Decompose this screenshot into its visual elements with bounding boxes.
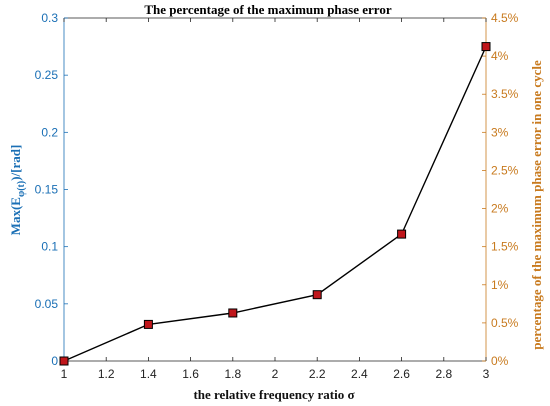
data-point-marker xyxy=(59,356,69,366)
data-point-marker xyxy=(397,229,407,239)
y-right-axis-label: percentage of the maximum phase error in… xyxy=(529,60,544,350)
plot-area: 1 1.2 1.4 1.6 1.8 2 2.2 2.4 2.6 2.8 3 0 0.05 0.1 0.15 0… xyxy=(35,11,519,381)
data-point-marker xyxy=(143,319,153,329)
y-right-tick-label: 0.5% xyxy=(491,316,519,330)
y-right-tick-label: 3.5% xyxy=(491,87,519,101)
x-tick-label: 2.4 xyxy=(351,367,368,381)
y-left-label-text: Max(E xyxy=(8,197,23,235)
x-axis-label: the relative frequency ratio σ xyxy=(193,387,354,402)
chart-title: The percentage of the maximum phase erro… xyxy=(144,2,391,17)
y-left-tick-label: 0.25 xyxy=(35,68,59,82)
y-right-tick-label: 1.5% xyxy=(491,240,519,254)
x-tick-label: 1.2 xyxy=(98,367,115,381)
data-point-marker xyxy=(228,308,238,318)
data-point-marker xyxy=(312,290,322,300)
y-right-tick-label: 2.5% xyxy=(491,163,519,177)
y-left-tick-label: 0.15 xyxy=(35,183,59,197)
x-tick-label: 2.6 xyxy=(393,367,410,381)
x-tick-label: 2.8 xyxy=(435,367,452,381)
y-right-tick-label: 1% xyxy=(491,278,509,292)
x-tick-label: 3 xyxy=(483,367,490,381)
svg-text:Max(Eφ(t))/[rad]: Max(Eφ(t))/[rad] xyxy=(8,145,27,236)
x-tick-label: 2.2 xyxy=(309,367,326,381)
series-line xyxy=(63,46,487,362)
x-tick-label: 1 xyxy=(61,367,68,381)
x-tick-label: 1.4 xyxy=(140,367,157,381)
y-right-tick-label: 2% xyxy=(491,202,509,216)
x-tick-label: 1.6 xyxy=(182,367,199,381)
y-right-tick-label: 4% xyxy=(491,49,509,63)
y-left-tick-label: 0.1 xyxy=(41,240,58,254)
y-left-tick-label: 0.05 xyxy=(35,297,59,311)
y-left-axis-label: Max(Eφ(t))/[rad] xyxy=(8,145,27,236)
y-left-tick-label: 0.3 xyxy=(41,11,58,25)
y-left-label-tail: )/[rad] xyxy=(8,145,23,181)
y-left-tick-label: 0.2 xyxy=(41,125,58,139)
y-left-label-sub: φ(t) xyxy=(16,181,27,197)
y-right-tick-label: 3% xyxy=(491,125,509,139)
y-right-tick-label: 0% xyxy=(491,354,509,368)
x-tick-label: 2 xyxy=(272,367,279,381)
x-tick-label: 1.8 xyxy=(224,367,241,381)
y-left-tick-label: 0 xyxy=(51,354,58,368)
y-right-tick-label: 4.5% xyxy=(491,11,519,25)
data-point-marker xyxy=(481,42,491,52)
